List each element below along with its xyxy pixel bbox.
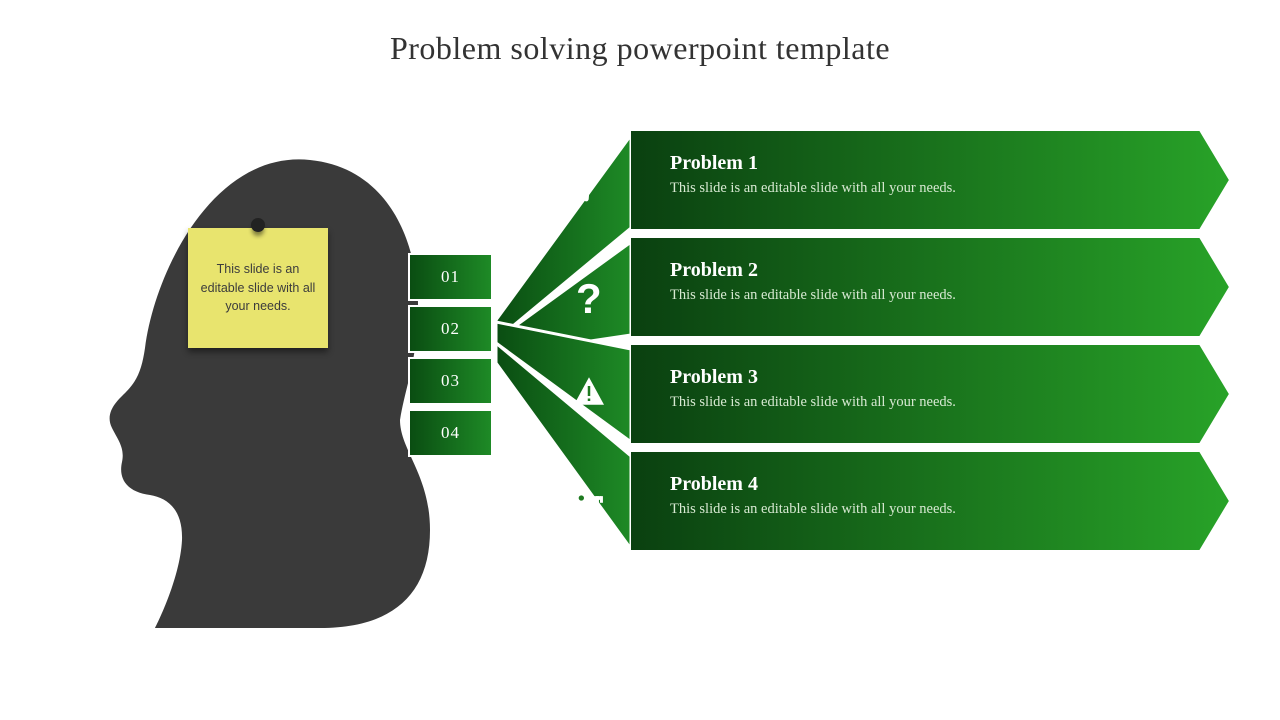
problem-3-title: Problem 3 (670, 366, 1170, 388)
question-icon: ? (576, 275, 602, 323)
sticky-note-paper: This slide is an editable slide with all… (188, 228, 328, 348)
slide-title: Problem solving powerpoint template (0, 30, 1280, 67)
head-silhouette (100, 150, 440, 630)
problem-2-desc: This slide is an editable slide with all… (670, 287, 1170, 304)
wrench-icon (572, 170, 602, 200)
problem-row-4: Problem 4 This slide is an editable slid… (630, 451, 1230, 551)
number-tab-04: 04 (408, 409, 493, 457)
icon-wedge-group: ? (496, 127, 636, 557)
sticky-note-text: This slide is an editable slide with all… (198, 260, 318, 316)
warning-icon (574, 377, 604, 405)
problem-row-1: Problem 1 This slide is an editable slid… (630, 130, 1230, 230)
number-tab-01: 01 (408, 253, 493, 301)
problem-1-title: Problem 1 (670, 152, 1170, 174)
problem-1-desc: This slide is an editable slide with all… (670, 180, 1170, 197)
problem-4-title: Problem 4 (670, 473, 1170, 495)
problem-row-3: Problem 3 This slide is an editable slid… (630, 344, 1230, 444)
problem-2-title: Problem 2 (670, 259, 1170, 281)
slide: Problem solving powerpoint template This… (0, 0, 1280, 720)
sticky-note: This slide is an editable slide with all… (188, 228, 328, 348)
problem-row-2: Problem 2 This slide is an editable slid… (630, 237, 1230, 337)
number-tab-03: 03 (408, 357, 493, 405)
number-tab-02: 02 (408, 305, 493, 353)
problem-4-desc: This slide is an editable slide with all… (670, 501, 1170, 518)
push-pin-icon (251, 218, 265, 232)
key-icon (572, 482, 604, 514)
problem-3-desc: This slide is an editable slide with all… (670, 394, 1170, 411)
